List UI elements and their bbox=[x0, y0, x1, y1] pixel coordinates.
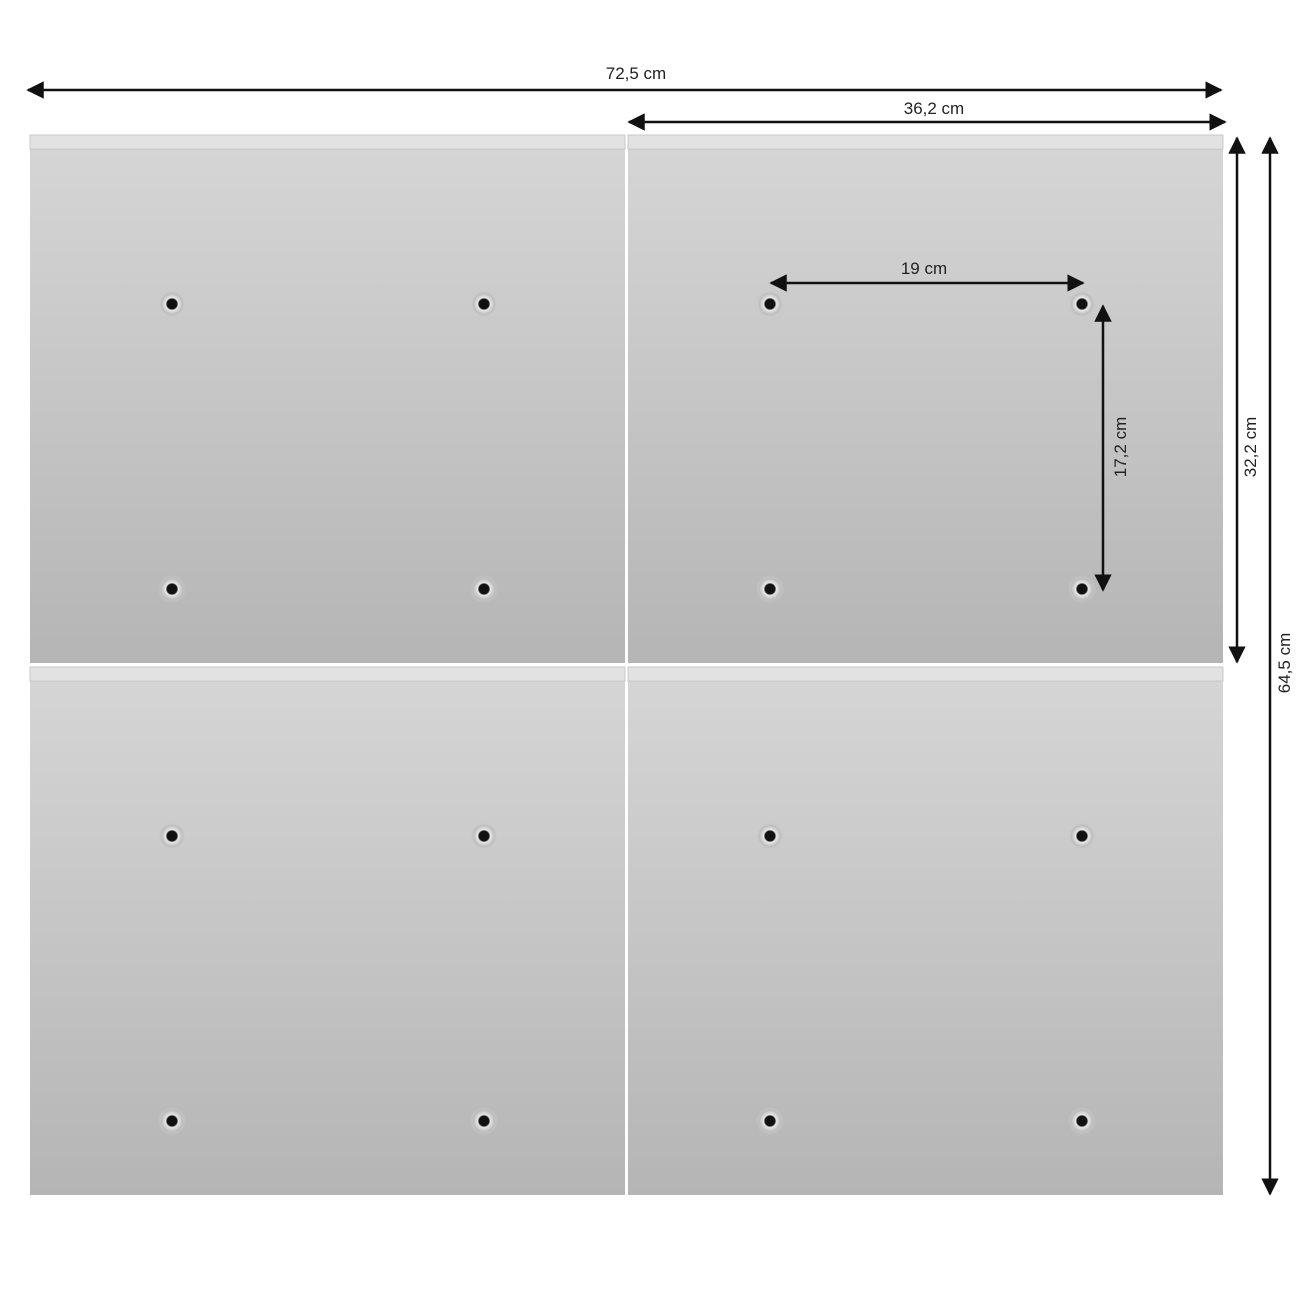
dimension-hole-spacing-vertical: 17,2 cm bbox=[1094, 304, 1130, 592]
mounting-hole-center bbox=[479, 299, 489, 309]
label-hole-spacing-horizontal: 19 cm bbox=[901, 259, 947, 278]
dimension-total-width: 72,5 cm bbox=[26, 64, 1223, 99]
dimension-total-height: 64,5 cm bbox=[1261, 136, 1294, 1196]
mounting-hole-center bbox=[479, 1116, 489, 1126]
dimension-panel-width: 36,2 cm bbox=[627, 99, 1227, 131]
label-total-height: 64,5 cm bbox=[1275, 633, 1294, 693]
panel-top-edge bbox=[627, 134, 1224, 150]
dimension-hole-spacing-horizontal: 19 cm bbox=[769, 259, 1085, 292]
label-total-width: 72,5 cm bbox=[606, 64, 666, 83]
mounting-hole-center bbox=[167, 1116, 177, 1126]
mounting-hole-center bbox=[1077, 584, 1087, 594]
mounting-hole-center bbox=[1077, 299, 1087, 309]
mounting-hole-center bbox=[765, 1116, 775, 1126]
panel-surface bbox=[30, 667, 625, 1195]
mounting-hole-center bbox=[1077, 1116, 1087, 1126]
panel-top-edge bbox=[29, 134, 626, 150]
mounting-hole-center bbox=[167, 584, 177, 594]
panel-bottom-left bbox=[29, 666, 626, 1195]
panel-bottom-right bbox=[627, 666, 1224, 1195]
mounting-hole-center bbox=[1077, 831, 1087, 841]
panel-top-right bbox=[627, 134, 1224, 663]
panel-surface bbox=[628, 667, 1223, 1195]
mounting-hole-center bbox=[765, 299, 775, 309]
mounting-hole-center bbox=[765, 584, 775, 594]
panel-surface bbox=[30, 135, 625, 663]
panel-top-edge bbox=[627, 666, 1224, 682]
mounting-hole-center bbox=[765, 831, 775, 841]
label-hole-spacing-vertical: 17,2 cm bbox=[1111, 417, 1130, 477]
panel-surface bbox=[628, 135, 1223, 663]
dimension-panel-height: 32,2 cm bbox=[1228, 136, 1260, 664]
panel-top-left bbox=[29, 134, 626, 663]
panel-top-edge bbox=[29, 666, 626, 682]
mounting-hole-center bbox=[479, 584, 489, 594]
mounting-hole-center bbox=[167, 831, 177, 841]
mounting-hole-center bbox=[479, 831, 489, 841]
label-panel-width: 36,2 cm bbox=[904, 99, 964, 118]
label-panel-height: 32,2 cm bbox=[1241, 417, 1260, 477]
mounting-hole-center bbox=[167, 299, 177, 309]
